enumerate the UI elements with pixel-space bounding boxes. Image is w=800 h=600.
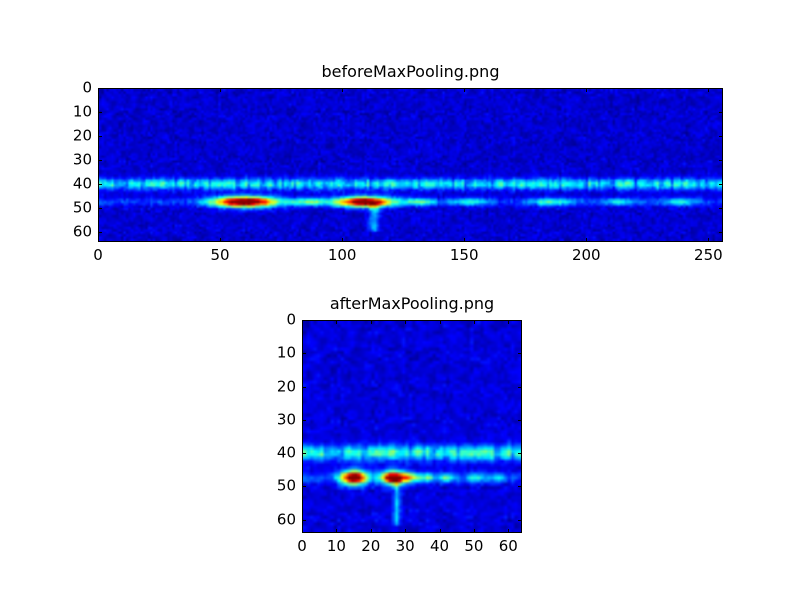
heatmap-image-after [303, 321, 521, 532]
y-tick-mark-right [719, 232, 723, 234]
heatmap-image-before [99, 89, 722, 241]
y-tick-mark-right [518, 453, 522, 455]
y-tick-mark [98, 112, 102, 114]
y-tick-mark [98, 208, 102, 210]
x-tick-label: 250 [694, 246, 723, 264]
x-tick-label: 150 [449, 246, 479, 264]
x-tick-mark [370, 529, 372, 533]
x-tick-mark-top [370, 320, 372, 324]
x-tick-label: 40 [429, 537, 450, 555]
x-tick-mark [708, 238, 710, 242]
x-tick-label: 200 [571, 246, 601, 264]
y-tick-mark-right [518, 519, 522, 521]
x-tick-label: 50 [464, 537, 484, 555]
y-tick-label: 30 [72, 150, 92, 169]
x-tick-mark [220, 238, 222, 242]
y-tick-mark [302, 353, 306, 355]
y-tick-label: 30 [276, 410, 296, 429]
y-tick-mark [98, 232, 102, 234]
x-tick-label: 0 [297, 537, 307, 555]
x-tick-mark-top [405, 320, 407, 324]
x-tick-mark [342, 238, 344, 242]
y-tick-mark-right [719, 160, 723, 162]
axes-title-before: beforeMaxPooling.png [321, 62, 500, 81]
x-tick-mark [508, 529, 510, 533]
y-tick-mark-right [518, 386, 522, 388]
y-tick-mark-right [719, 136, 723, 138]
y-tick-mark-right [719, 112, 723, 114]
x-tick-label: 50 [210, 246, 230, 264]
x-tick-mark-top [473, 320, 475, 324]
x-tick-mark [586, 238, 588, 242]
x-tick-mark-top [708, 88, 710, 92]
x-tick-mark-top [220, 88, 222, 92]
x-tick-mark [473, 529, 475, 533]
heatmap-panel-after [302, 320, 522, 533]
y-tick-mark [302, 519, 306, 521]
x-tick-label: 10 [326, 537, 346, 555]
axes-after-max-pooling: afterMaxPooling.png 0 10 20 30 40 50 60 0 10 20 30… [277, 296, 522, 554]
x-tick-mark [439, 529, 441, 533]
y-tick-mark-right [719, 184, 723, 186]
x-tick-label: 20 [361, 537, 381, 555]
x-tick-mark [98, 238, 99, 242]
y-tick-mark-right [518, 353, 522, 355]
x-tick-mark [302, 529, 303, 533]
y-tick-label: 0 [286, 310, 296, 329]
y-tick-mark-right [719, 208, 723, 210]
x-tick-mark [336, 529, 338, 533]
x-tick-mark-top [342, 88, 344, 92]
y-tick-mark-right [518, 486, 522, 488]
y-tick-mark [302, 419, 306, 421]
x-tick-label: 60 [498, 537, 518, 555]
x-tick-mark-top [464, 88, 466, 92]
x-tick-mark-top [586, 88, 588, 92]
y-tick-mark [302, 453, 306, 455]
y-tick-mark [302, 386, 306, 388]
x-tick-mark [464, 238, 466, 242]
y-tick-label: 50 [72, 198, 92, 217]
y-tick-mark [98, 160, 102, 162]
heatmap-panel-before [98, 88, 723, 242]
x-tick-mark-top [98, 88, 99, 92]
y-tick-label: 10 [276, 343, 296, 362]
x-tick-mark [405, 529, 407, 533]
y-tick-label: 50 [276, 476, 296, 495]
y-tick-mark [98, 136, 102, 138]
y-tick-label: 10 [72, 102, 92, 121]
y-tick-label: 40 [276, 443, 296, 462]
y-tick-label: 20 [72, 126, 92, 145]
x-tick-label: 0 [93, 246, 103, 264]
y-tick-label: 60 [276, 510, 296, 529]
y-tick-mark [302, 320, 306, 321]
x-tick-mark-top [336, 320, 338, 324]
y-tick-mark-right [518, 320, 522, 321]
y-tick-mark [98, 88, 102, 89]
axes-title-after: afterMaxPooling.png [329, 294, 495, 313]
y-tick-mark-right [719, 88, 723, 89]
y-tick-label: 20 [276, 377, 296, 396]
y-tick-mark-right [518, 419, 522, 421]
axes-before-max-pooling: beforeMaxPooling.png 0 50 100 150 200 250 0 10 2… [73, 64, 723, 263]
x-tick-label: 30 [395, 537, 415, 555]
y-tick-mark [302, 486, 306, 488]
y-tick-label: 60 [72, 222, 92, 241]
x-tick-mark-top [302, 320, 303, 324]
y-tick-mark [98, 184, 102, 186]
x-tick-mark-top [508, 320, 510, 324]
x-tick-mark-top [439, 320, 441, 324]
x-tick-label: 100 [327, 246, 357, 264]
y-tick-label: 40 [72, 174, 92, 193]
y-tick-label: 0 [82, 78, 92, 97]
